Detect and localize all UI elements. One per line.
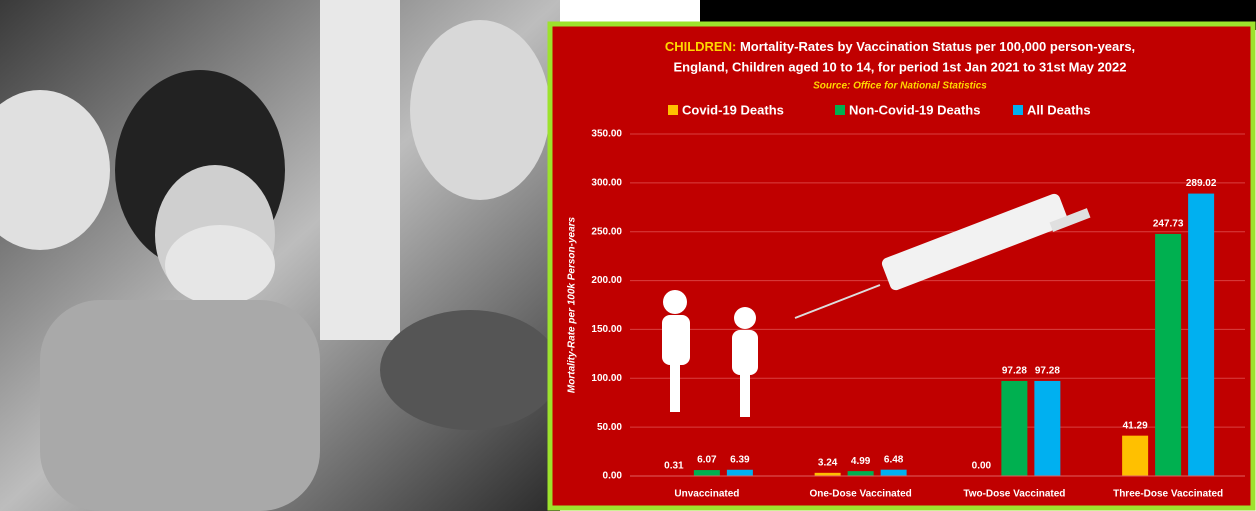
bar	[1122, 435, 1149, 476]
y-tick-label: 150.00	[591, 324, 622, 335]
x-tick-label: Three-Dose Vaccinated	[1113, 489, 1223, 500]
chart-subtitle: England, Children aged 10 to 14, for per…	[674, 59, 1127, 74]
value-label: 4.99	[851, 456, 871, 467]
x-tick-label: One-Dose Vaccinated	[809, 489, 911, 500]
y-tick-label: 300.00	[591, 177, 622, 188]
children-silhouette	[662, 290, 758, 417]
x-tick-label: Two-Dose Vaccinated	[963, 489, 1065, 500]
chart-source: Source: Office for National Statistics	[813, 81, 987, 92]
value-label: 97.28	[1002, 366, 1027, 377]
chart-title: CHILDREN: Mortality-Rates by Vaccination…	[665, 39, 1135, 54]
y-tick-label: 350.00	[591, 129, 622, 140]
value-label: 41.29	[1123, 420, 1148, 431]
bar	[880, 469, 907, 476]
value-label: 3.24	[818, 457, 838, 468]
bar	[1001, 380, 1028, 476]
y-tick-label: 100.00	[591, 373, 622, 384]
y-tick-label: 50.00	[597, 422, 622, 433]
legend-label: Covid-19 Deaths	[682, 102, 784, 117]
bar	[1188, 193, 1215, 476]
bar	[1155, 233, 1182, 476]
legend-swatch	[1013, 105, 1023, 115]
title-text: Mortality-Rates by Vaccination Status pe…	[740, 39, 1135, 54]
bar	[1034, 380, 1061, 476]
y-tick-label: 200.00	[591, 275, 622, 286]
value-label: 6.07	[697, 455, 717, 466]
photo	[0, 0, 560, 511]
x-tick-label: Unvaccinated	[674, 489, 739, 500]
bar	[726, 469, 753, 476]
value-label: 247.73	[1153, 219, 1184, 230]
legend-swatch	[835, 105, 845, 115]
value-label: 97.28	[1035, 366, 1060, 377]
legend-label: Non-Covid-19 Deaths	[849, 102, 980, 117]
bar	[814, 472, 841, 476]
title-highlight: CHILDREN:	[665, 39, 737, 54]
bar	[693, 470, 720, 476]
value-label: 6.39	[730, 454, 750, 465]
value-label: 289.02	[1186, 178, 1217, 189]
y-tick-label: 0.00	[603, 471, 623, 482]
y-axis-label: Mortality-Rate per 100k Person-years	[567, 216, 578, 393]
bar	[847, 471, 874, 476]
legend-label: All Deaths	[1027, 102, 1091, 117]
y-tick-label: 250.00	[591, 226, 622, 237]
value-label: 0.31	[664, 460, 684, 471]
legend-swatch	[668, 105, 678, 115]
syringe	[794, 193, 1091, 319]
value-label: 6.48	[884, 454, 904, 465]
value-label: 0.00	[972, 461, 992, 472]
